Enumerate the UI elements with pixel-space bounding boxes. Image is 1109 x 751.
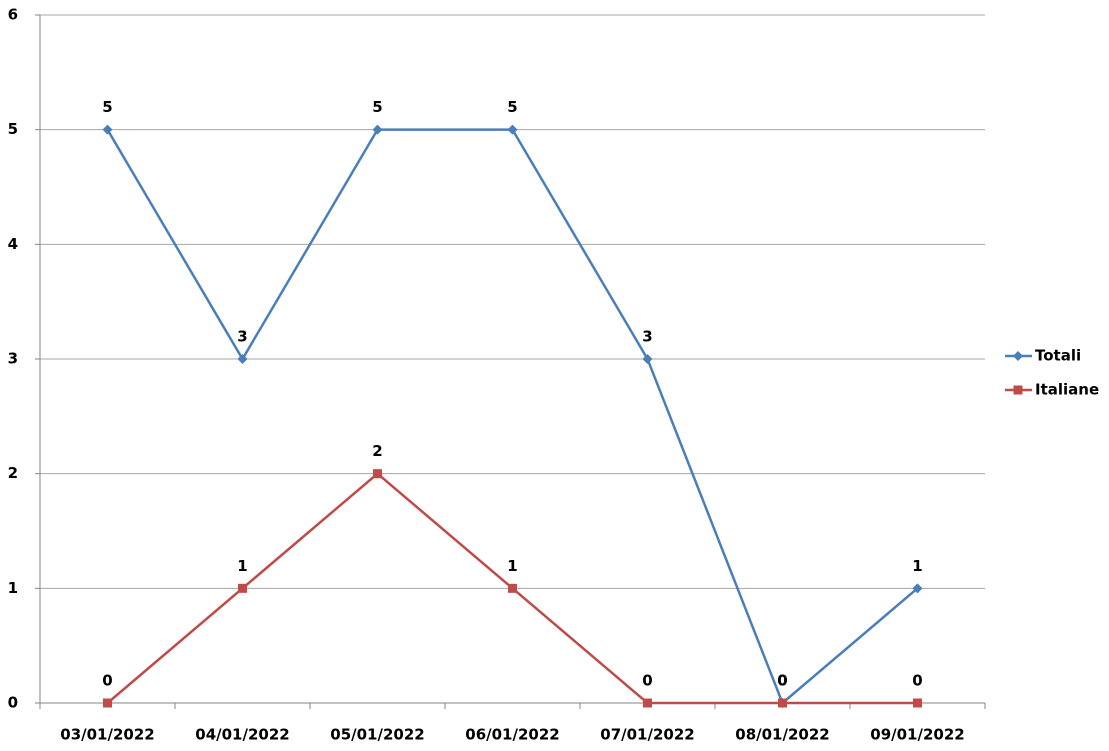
y-tick-label: 5 <box>8 120 18 138</box>
data-label: 1 <box>507 557 517 575</box>
data-label: 3 <box>642 328 652 346</box>
data-point <box>912 583 923 594</box>
data-label: 0 <box>642 672 652 690</box>
data-point <box>373 469 382 479</box>
data-label: 0 <box>777 672 787 690</box>
data-point <box>643 698 652 708</box>
data-label: 5 <box>372 98 382 116</box>
data-point <box>508 583 517 593</box>
data-point <box>102 124 113 135</box>
data-point <box>238 583 247 593</box>
data-label: 0 <box>912 672 922 690</box>
data-label: 3 <box>237 328 247 346</box>
data-point <box>913 698 922 708</box>
x-tick-label: 06/01/2022 <box>465 726 559 744</box>
x-tick-label: 04/01/2022 <box>195 726 289 744</box>
legend-label: Totali <box>1035 347 1081 365</box>
y-tick-label: 6 <box>8 6 18 24</box>
x-tick-label: 03/01/2022 <box>60 726 154 744</box>
data-label: 5 <box>102 98 112 116</box>
data-point <box>642 354 653 364</box>
y-tick-label: 2 <box>8 464 18 482</box>
data-label: 2 <box>372 442 382 460</box>
data-point <box>103 698 112 708</box>
legend-marker <box>1013 385 1023 395</box>
x-tick-label: 05/01/2022 <box>330 726 424 744</box>
data-point <box>778 698 787 708</box>
data-label: 0 <box>102 672 112 690</box>
data-point <box>507 124 518 135</box>
x-tick-label: 08/01/2022 <box>735 726 829 744</box>
legend-label: Italiane <box>1035 381 1099 399</box>
series-line <box>106 128 919 706</box>
legend-marker <box>1013 351 1023 361</box>
data-label: 1 <box>912 557 922 575</box>
data-label: 5 <box>507 98 517 116</box>
x-tick-label: 07/01/2022 <box>600 726 694 744</box>
y-tick-label: 3 <box>8 350 18 368</box>
data-point <box>372 124 383 135</box>
y-tick-label: 4 <box>8 235 18 253</box>
data-point <box>237 354 248 364</box>
data-label: 0 <box>777 672 787 690</box>
data-label: 1 <box>237 557 247 575</box>
y-tick-label: 1 <box>8 579 18 597</box>
y-tick-label: 0 <box>8 694 18 712</box>
x-tick-label: 09/01/2022 <box>870 726 964 744</box>
